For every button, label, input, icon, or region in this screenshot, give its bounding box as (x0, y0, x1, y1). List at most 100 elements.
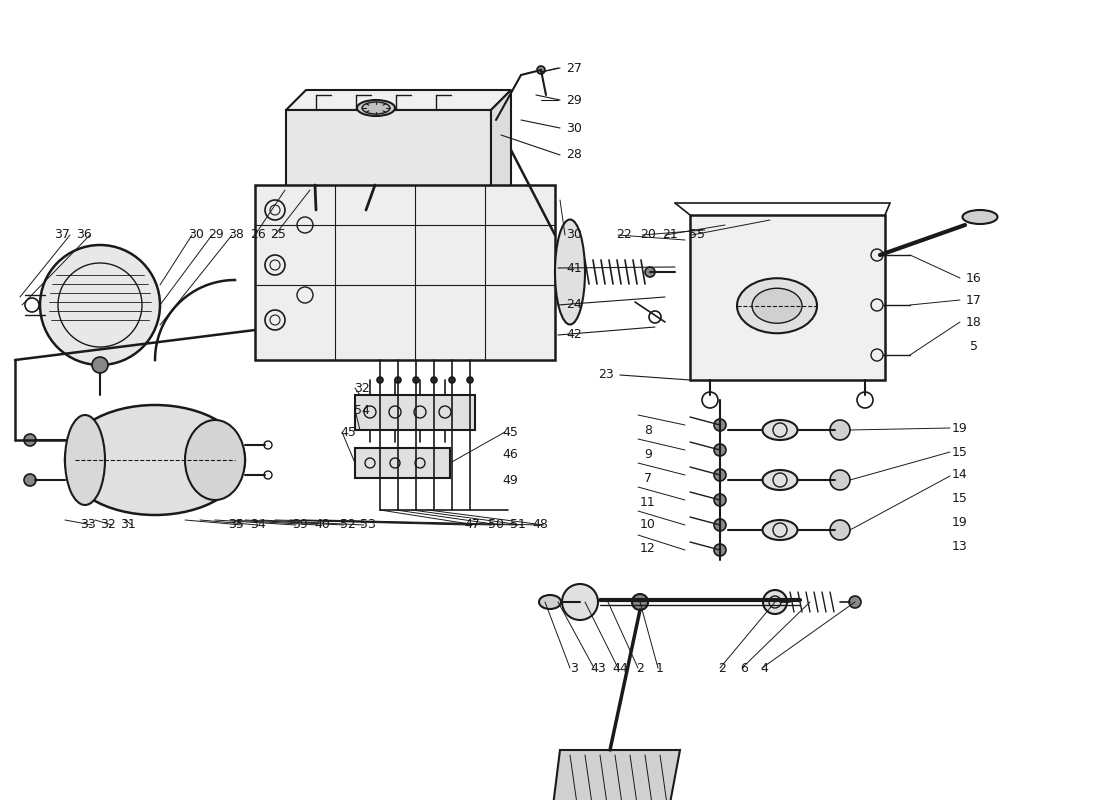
Text: 26: 26 (250, 229, 266, 242)
Ellipse shape (737, 278, 817, 334)
Bar (690, 215, 886, 380)
Bar (286, 110, 491, 210)
Text: 49: 49 (502, 474, 518, 486)
Text: 12: 12 (640, 542, 656, 554)
Text: 53: 53 (360, 518, 376, 531)
Text: 52: 52 (340, 518, 356, 531)
Text: 41: 41 (566, 262, 582, 274)
Bar (355, 448, 450, 478)
Text: 16: 16 (966, 271, 982, 285)
Text: 54: 54 (354, 403, 370, 417)
Ellipse shape (762, 520, 798, 540)
Ellipse shape (362, 102, 390, 114)
Ellipse shape (65, 415, 104, 505)
Text: 21: 21 (662, 229, 678, 242)
Circle shape (830, 420, 850, 440)
Text: 14: 14 (953, 467, 968, 481)
Text: 18: 18 (966, 315, 982, 329)
Text: 38: 38 (228, 229, 244, 242)
Text: 29: 29 (208, 229, 224, 242)
Text: 51: 51 (510, 518, 526, 531)
Text: 39: 39 (293, 518, 308, 531)
Text: 22: 22 (616, 229, 631, 242)
Text: 25: 25 (271, 229, 286, 242)
Circle shape (92, 357, 108, 373)
Circle shape (830, 470, 850, 490)
Circle shape (562, 584, 598, 620)
Bar (255, 185, 556, 360)
Text: 45: 45 (502, 426, 518, 438)
Text: 36: 36 (76, 229, 92, 242)
Text: 47: 47 (464, 518, 480, 531)
Text: 37: 37 (54, 229, 70, 242)
Text: 50: 50 (488, 518, 504, 531)
Text: 55: 55 (689, 229, 705, 242)
Text: 34: 34 (250, 518, 266, 531)
Text: 6: 6 (740, 662, 748, 674)
Ellipse shape (539, 595, 561, 609)
Text: 29: 29 (566, 94, 582, 106)
Text: 43: 43 (590, 662, 606, 674)
Text: 35: 35 (228, 518, 244, 531)
Text: 42: 42 (566, 329, 582, 342)
Text: 1: 1 (656, 662, 664, 674)
Text: 40: 40 (315, 518, 330, 531)
Text: 45: 45 (340, 426, 356, 438)
Circle shape (632, 594, 648, 610)
Text: 23: 23 (598, 369, 614, 382)
Polygon shape (286, 90, 512, 110)
Ellipse shape (185, 420, 245, 500)
Text: 15: 15 (953, 446, 968, 458)
Text: 15: 15 (953, 491, 968, 505)
Text: 20: 20 (640, 229, 656, 242)
Text: 30: 30 (566, 122, 582, 134)
Circle shape (40, 245, 159, 365)
Text: 13: 13 (953, 539, 968, 553)
Circle shape (412, 377, 419, 383)
Bar (355, 395, 475, 430)
Circle shape (468, 377, 473, 383)
Text: 32: 32 (354, 382, 370, 394)
Ellipse shape (762, 470, 798, 490)
Text: 32: 32 (100, 518, 116, 531)
Circle shape (431, 377, 437, 383)
Text: 28: 28 (566, 149, 582, 162)
Circle shape (714, 469, 726, 481)
Text: 9: 9 (645, 447, 652, 461)
Text: 48: 48 (532, 518, 548, 531)
Circle shape (849, 596, 861, 608)
Circle shape (714, 444, 726, 456)
Ellipse shape (962, 210, 998, 224)
Text: 17: 17 (966, 294, 982, 306)
Circle shape (830, 520, 850, 540)
Ellipse shape (65, 405, 245, 515)
Text: 7: 7 (644, 471, 652, 485)
Circle shape (395, 377, 402, 383)
Text: 19: 19 (953, 515, 968, 529)
Circle shape (714, 419, 726, 431)
Text: 3: 3 (570, 662, 578, 674)
Text: 8: 8 (644, 423, 652, 437)
Circle shape (24, 434, 36, 446)
Text: 27: 27 (566, 62, 582, 74)
Text: 46: 46 (502, 449, 518, 462)
Text: 2: 2 (636, 662, 644, 674)
Circle shape (449, 377, 455, 383)
Ellipse shape (556, 219, 585, 325)
Circle shape (763, 590, 786, 614)
Text: 24: 24 (566, 298, 582, 311)
Circle shape (714, 494, 726, 506)
Text: 4: 4 (760, 662, 768, 674)
Text: 10: 10 (640, 518, 656, 530)
Text: 5: 5 (970, 341, 978, 354)
Text: 30: 30 (566, 229, 582, 242)
Ellipse shape (762, 420, 798, 440)
Circle shape (645, 267, 654, 277)
Circle shape (537, 66, 544, 74)
Ellipse shape (358, 100, 395, 116)
Ellipse shape (752, 288, 802, 323)
Circle shape (24, 474, 36, 486)
Text: 33: 33 (80, 518, 96, 531)
Text: 31: 31 (120, 518, 136, 531)
Text: 19: 19 (953, 422, 968, 434)
